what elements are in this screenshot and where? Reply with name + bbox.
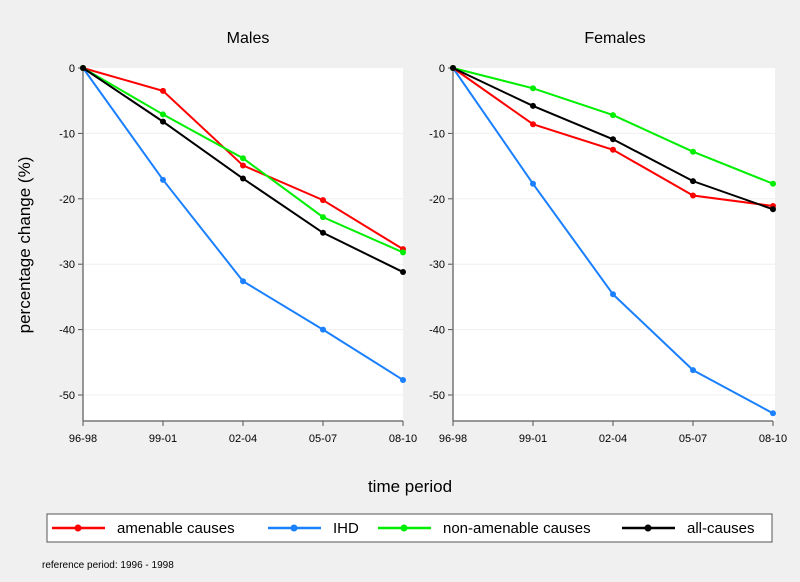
data-point	[690, 192, 696, 199]
y-tick-label: -50	[59, 390, 75, 402]
data-point	[530, 180, 536, 187]
data-point	[240, 155, 246, 162]
y-tick-label: 0	[439, 63, 445, 75]
x-tick-label: 05-07	[309, 433, 337, 445]
data-point	[160, 111, 166, 118]
legend-item: amenable causes	[52, 520, 235, 537]
data-point	[610, 146, 616, 153]
data-point	[80, 65, 86, 71]
y-tick-label: -40	[429, 325, 445, 337]
data-point	[160, 176, 166, 183]
legend: amenable causes IHD non-amenable causes all…	[46, 513, 773, 543]
data-point	[240, 278, 246, 285]
legend-label: non-amenable causes	[443, 520, 591, 537]
y-tick-label: -30	[429, 259, 445, 271]
data-point	[530, 85, 536, 92]
y-axis-title: percentage change (%)	[15, 157, 34, 334]
data-point	[690, 148, 696, 155]
legend-label: IHD	[333, 520, 359, 537]
legend-marker	[74, 524, 82, 532]
data-point	[400, 376, 406, 383]
plot-area	[453, 68, 775, 421]
panel-females: 0 -10 -20 -30 -40 -50 96-98 99-01 02-04 05-07 08-1…	[429, 63, 787, 445]
x-tick-label: 05-07	[679, 433, 707, 445]
panel-title-females: Females	[584, 30, 645, 47]
data-point	[400, 249, 406, 256]
x-axis-title: time period	[368, 477, 452, 496]
y-tick-label: -10	[429, 128, 445, 140]
x-tick-label: 99-01	[519, 433, 547, 445]
data-point	[610, 136, 616, 143]
y-tick-label: -40	[59, 325, 75, 337]
x-tick-label: 02-04	[599, 433, 627, 445]
data-point	[320, 214, 326, 221]
data-point	[610, 112, 616, 119]
data-point	[400, 269, 406, 276]
data-point	[160, 87, 166, 94]
data-point	[160, 118, 166, 125]
legend-marker	[644, 524, 652, 532]
data-point	[240, 162, 246, 169]
y-tick-label: -20	[429, 194, 445, 206]
data-point	[690, 178, 696, 185]
panel-males: 0 -10 -20 -30 -40 -50 96-98 99-01 02-04 05-07 08-1…	[59, 63, 417, 445]
data-point	[690, 367, 696, 374]
data-point	[240, 175, 246, 182]
series-all-causes	[450, 65, 776, 213]
data-point	[770, 180, 776, 187]
legend-item: non-amenable causes	[378, 520, 591, 537]
legend-label: amenable causes	[117, 520, 235, 537]
y-tick-label: -50	[429, 390, 445, 402]
data-point	[770, 206, 776, 213]
legend-label: all-causes	[687, 520, 755, 537]
legend-marker	[400, 524, 408, 532]
series-all-causes	[80, 65, 406, 276]
data-point	[530, 102, 536, 109]
data-point	[320, 229, 326, 236]
reference-period-note: reference period: 1996 - 1998	[42, 560, 174, 571]
y-tick-label: -10	[59, 128, 75, 140]
panel-title-males: Males	[227, 30, 270, 47]
legend-marker	[290, 524, 298, 532]
data-point	[450, 65, 456, 71]
x-tick-label: 96-98	[69, 433, 97, 445]
data-point	[530, 121, 536, 128]
plot-area	[83, 68, 403, 421]
x-tick-label: 96-98	[439, 433, 467, 445]
legend-item: IHD	[268, 520, 359, 537]
data-point	[320, 197, 326, 204]
x-tick-label: 99-01	[149, 433, 177, 445]
x-tick-label: 08-10	[759, 433, 787, 445]
legend-item: all-causes	[622, 520, 755, 537]
y-tick-label: -20	[59, 194, 75, 206]
data-point	[320, 326, 326, 333]
x-tick-label: 02-04	[229, 433, 257, 445]
y-tick-label: 0	[69, 63, 75, 75]
data-point	[770, 410, 776, 417]
data-point	[610, 291, 616, 298]
x-tick-label: 08-10	[389, 433, 417, 445]
y-tick-label: -30	[59, 259, 75, 271]
